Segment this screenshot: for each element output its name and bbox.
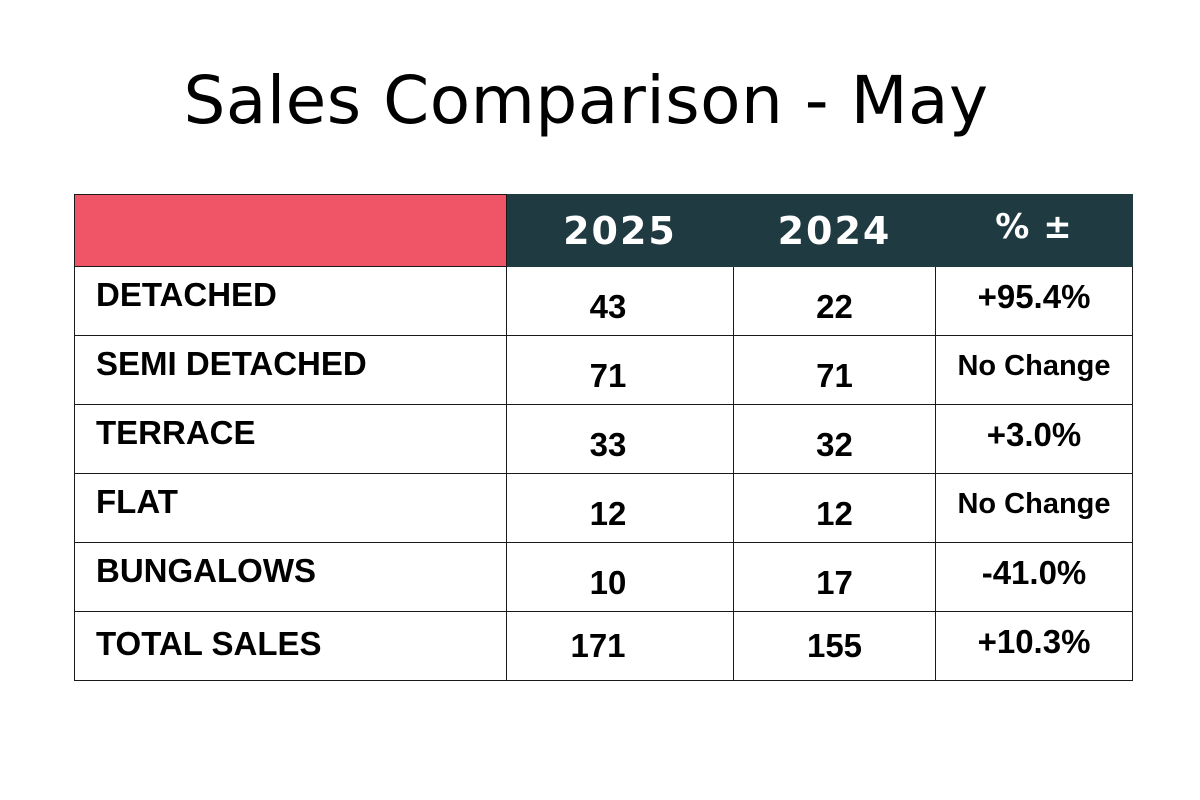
table-row-detached: DETACHED 43 22 +95.4% <box>74 266 1133 336</box>
value-change: +95.4% <box>935 266 1133 336</box>
value-2025: 12 <box>506 473 734 543</box>
value-2025: 10 <box>506 542 734 612</box>
table-header-row: 2025 2024 % ± <box>74 194 1133 267</box>
value-2025: 71 <box>506 335 734 405</box>
table-row-total-sales: TOTAL SALES 171 155 +10.3% <box>74 611 1133 681</box>
value-change: +3.0% <box>935 404 1133 474</box>
value-change: No Change <box>935 335 1133 405</box>
row-label: TERRACE <box>74 404 507 474</box>
value-change: No Change <box>935 473 1133 543</box>
value-2024: 12 <box>733 473 936 543</box>
header-percent-change: % ± <box>935 194 1133 267</box>
value-2024: 155 <box>733 611 936 681</box>
table-row-terrace: TERRACE 33 32 +3.0% <box>74 404 1133 474</box>
value-change: -41.0% <box>935 542 1133 612</box>
value-2024: 22 <box>733 266 936 336</box>
table-row-bungalows: BUNGALOWS 10 17 -41.0% <box>74 542 1133 612</box>
value-2024: 32 <box>733 404 936 474</box>
value-2025: 43 <box>506 266 734 336</box>
row-label: BUNGALOWS <box>74 542 507 612</box>
table-row-flat: FLAT 12 12 No Change <box>74 473 1133 543</box>
value-2024: 17 <box>733 542 936 612</box>
row-label: DETACHED <box>74 266 507 336</box>
header-2025: 2025 <box>506 194 734 267</box>
sales-comparison-table: 2025 2024 % ± DETACHED 43 22 +95.4% SEMI… <box>74 194 1133 681</box>
value-2025: 171 <box>506 611 734 681</box>
header-corner-cell <box>74 194 507 267</box>
value-change: +10.3% <box>935 611 1133 681</box>
table-row-semi-detached: SEMI DETACHED 71 71 No Change <box>74 335 1133 405</box>
value-2024: 71 <box>733 335 936 405</box>
value-2025: 33 <box>506 404 734 474</box>
row-label: SEMI DETACHED <box>74 335 507 405</box>
header-2024: 2024 <box>733 194 936 267</box>
row-label: TOTAL SALES <box>74 611 507 681</box>
row-label: FLAT <box>74 473 507 543</box>
chart-title: Sales Comparison - May <box>183 62 989 139</box>
